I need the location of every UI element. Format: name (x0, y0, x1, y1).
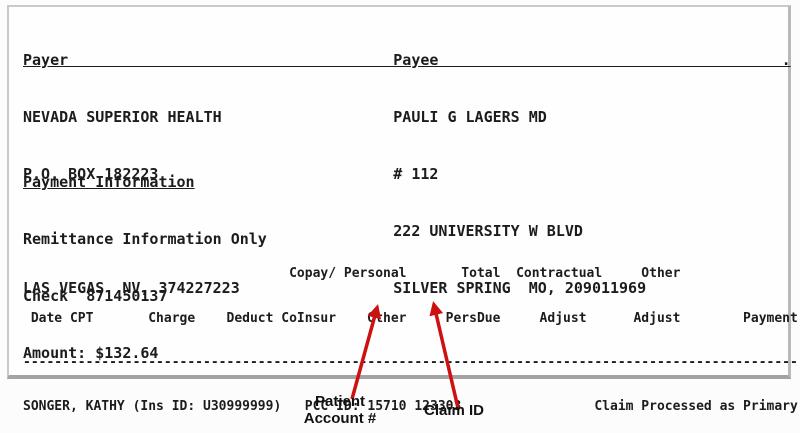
remittance-type-line: Remittance Information Only (23, 230, 267, 248)
patient-account-annotation: Patient Account # (288, 393, 392, 427)
patient-account-label-line1: Patient (314, 393, 365, 410)
payer-payee-name-line: NEVADA SUPERIOR HEALTH PAULI G LAGERS MD (23, 108, 547, 126)
table-header-row-1: Copay/ Personal Total Contractual Other (23, 266, 681, 282)
claim-id-annotation: Claim ID (424, 402, 484, 419)
amount-line: Amount: $132.64 (23, 344, 159, 362)
payer-payee-section: Payer Payee . NEVADA SUPERIOR HEALTH PAU… (23, 13, 791, 336)
claim-id-label: Claim ID (424, 402, 485, 419)
payer-payee-heading-line: Payer Payee . (23, 51, 791, 69)
table-header-divider: ----------------------------------------… (23, 354, 798, 370)
payment-information-section: Payment Information Remittance Informati… (23, 135, 267, 401)
table-header-row-2: Date CPT Charge Deduct CoInsur Other Per… (23, 310, 798, 326)
claim-detail-table: Copay/ Personal Total Contractual Other … (23, 238, 798, 433)
patient-claim-info-row: SONGER, KATHY (Ins ID: U30999999) PCC ID… (23, 398, 798, 414)
payer-payee-city-line: LAS VEGAS NV, 374227223 SILVER SPRING MO… (23, 279, 647, 297)
payee-street-line: 222 UNIVERSITY W BLVD (23, 222, 583, 240)
check-number-line: Check 871450137 (23, 287, 168, 305)
remittance-document: Payer Payee . NEVADA SUPERIOR HEALTH PAU… (7, 5, 798, 413)
payment-information-heading: Payment Information (23, 173, 195, 191)
payer-pobox-payee-suite-line: P.O. BOX 182223 # 112 (23, 165, 439, 183)
patient-account-label-line2: Account # (303, 410, 377, 427)
